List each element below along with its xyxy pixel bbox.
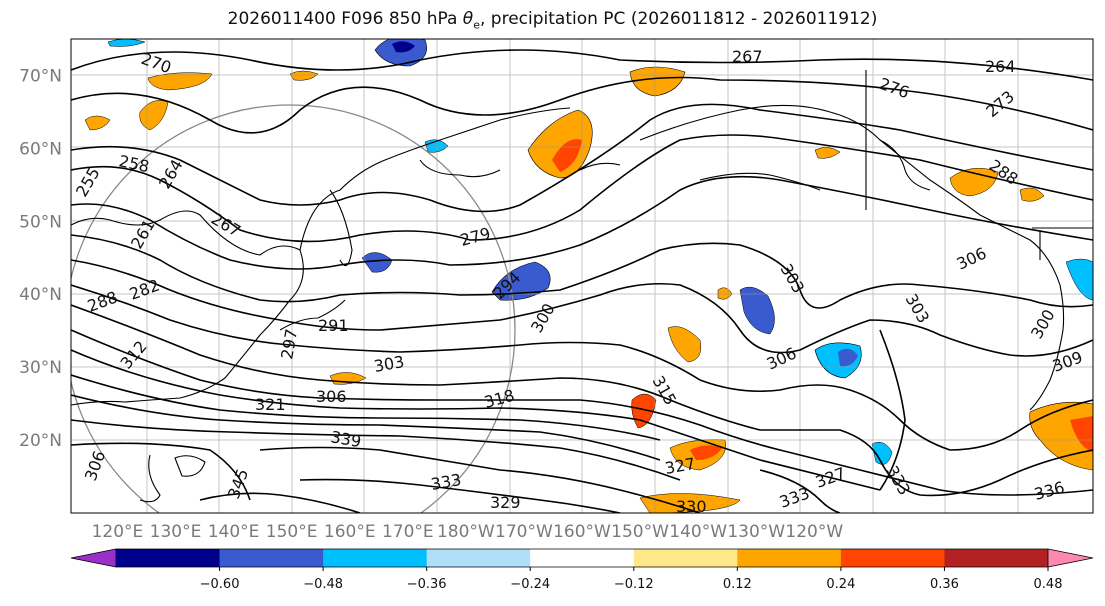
colorbar-segment (426, 549, 531, 567)
precip-patch (1070, 416, 1093, 452)
map-panel (71, 39, 1093, 513)
range-ring (71, 104, 516, 513)
gridlines (71, 39, 1093, 513)
longitude-label: 120°E (92, 522, 144, 542)
precip-patch (838, 348, 858, 367)
precip-patch (871, 442, 893, 465)
longitude-label: 140°W (669, 522, 727, 542)
precip-patch (527, 109, 593, 179)
colorbar-segment (530, 549, 635, 567)
colorbar-tick-label: 0.48 (1034, 577, 1063, 592)
longitude-label: 120°W (785, 522, 843, 542)
colorbar-extend-min (70, 548, 117, 568)
precip-patch (392, 41, 415, 53)
precip-patch (739, 286, 775, 335)
longitude-label: 150°E (266, 522, 318, 542)
colorbar-tick-label: −0.60 (200, 577, 240, 592)
longitude-label: 130°E (150, 522, 202, 542)
longitude-label: 170°W (495, 522, 553, 542)
precip-patch (629, 66, 686, 97)
longitude-label: 180°W (437, 522, 495, 542)
figure-title: 2026011400 F096 850 hPa θe, precipitatio… (0, 9, 1105, 31)
map-frame (70, 38, 1094, 514)
longitude-label: 160°W (553, 522, 611, 542)
precip-patch (1019, 187, 1045, 202)
colorbar-tick-label: −0.12 (614, 577, 654, 592)
theta-e-contours (71, 49, 1093, 513)
precip-patch (1065, 258, 1093, 301)
precip-patch (84, 115, 111, 131)
precip-patch (949, 167, 999, 197)
colorbar: −0.60 −0.48 −0.36 −0.24 −0.12 0.12 0.24 0.36 0.4… (70, 548, 1094, 592)
colorbar-segment (737, 549, 842, 567)
contour-label: 291 (318, 316, 349, 335)
latitude-label: 70°N (19, 66, 62, 86)
colorbar-segment (219, 549, 324, 567)
title-suffix: , precipitation PC (2026011812 - 2026011… (479, 9, 878, 29)
precip-patch (289, 70, 319, 81)
precip-patch (667, 326, 701, 363)
colorbar-tick-label: 0.12 (723, 577, 752, 592)
longitude-label: 140°E (208, 522, 260, 542)
colorbar-tick-label: −0.36 (407, 577, 447, 592)
latitude-label: 30°N (19, 358, 62, 378)
colorbar-tick-label: 0.24 (826, 577, 855, 592)
colorbar-tick-label: 0.36 (930, 577, 959, 592)
colorbar-segment (323, 549, 428, 567)
longitude-label: 150°W (611, 522, 669, 542)
longitude-label: 160°E (324, 522, 376, 542)
latitude-label: 20°N (19, 431, 62, 451)
latitude-label: 60°N (19, 139, 62, 159)
colorbar-frame (116, 548, 1048, 568)
contour-label: 329 (490, 493, 521, 512)
colorbar-tick-label: −0.24 (510, 577, 550, 592)
latitude-labels: 20°N 30°N 40°N 50°N 60°N 70°N (19, 66, 62, 451)
contour-label: 264 (985, 57, 1016, 76)
precip-patch (814, 147, 841, 159)
theta-symbol: θ (462, 9, 474, 29)
precip-patch (639, 493, 741, 513)
colorbar-segment (944, 549, 1049, 567)
precip-patch (147, 72, 213, 91)
longitude-labels: 120°E 130°E 140°E 150°E 160°E 170°E 180°W 170°W… (92, 522, 844, 542)
coastlines (71, 70, 1093, 503)
precip-patch (690, 445, 722, 460)
longitude-label: 130°W (727, 522, 785, 542)
theta-subscript: e (473, 18, 480, 32)
title-prefix: 2026011400 F096 850 hPa (227, 9, 463, 29)
precip-patch (491, 261, 551, 301)
longitude-label: 170°E (382, 522, 434, 542)
contour-label: 306 (316, 387, 347, 406)
latitude-label: 50°N (19, 212, 62, 232)
colorbar-segment (633, 549, 738, 567)
colorbar-tick-label: −0.48 (303, 577, 343, 592)
contour-label: 330 (676, 497, 707, 516)
colorbar-extend-max (1047, 548, 1094, 568)
colorbar-segment (840, 549, 945, 567)
colorbar-segment (116, 549, 221, 567)
latitude-label: 40°N (19, 285, 62, 305)
contour-label: 267 (732, 47, 763, 66)
contour-label: 321 (255, 395, 286, 414)
